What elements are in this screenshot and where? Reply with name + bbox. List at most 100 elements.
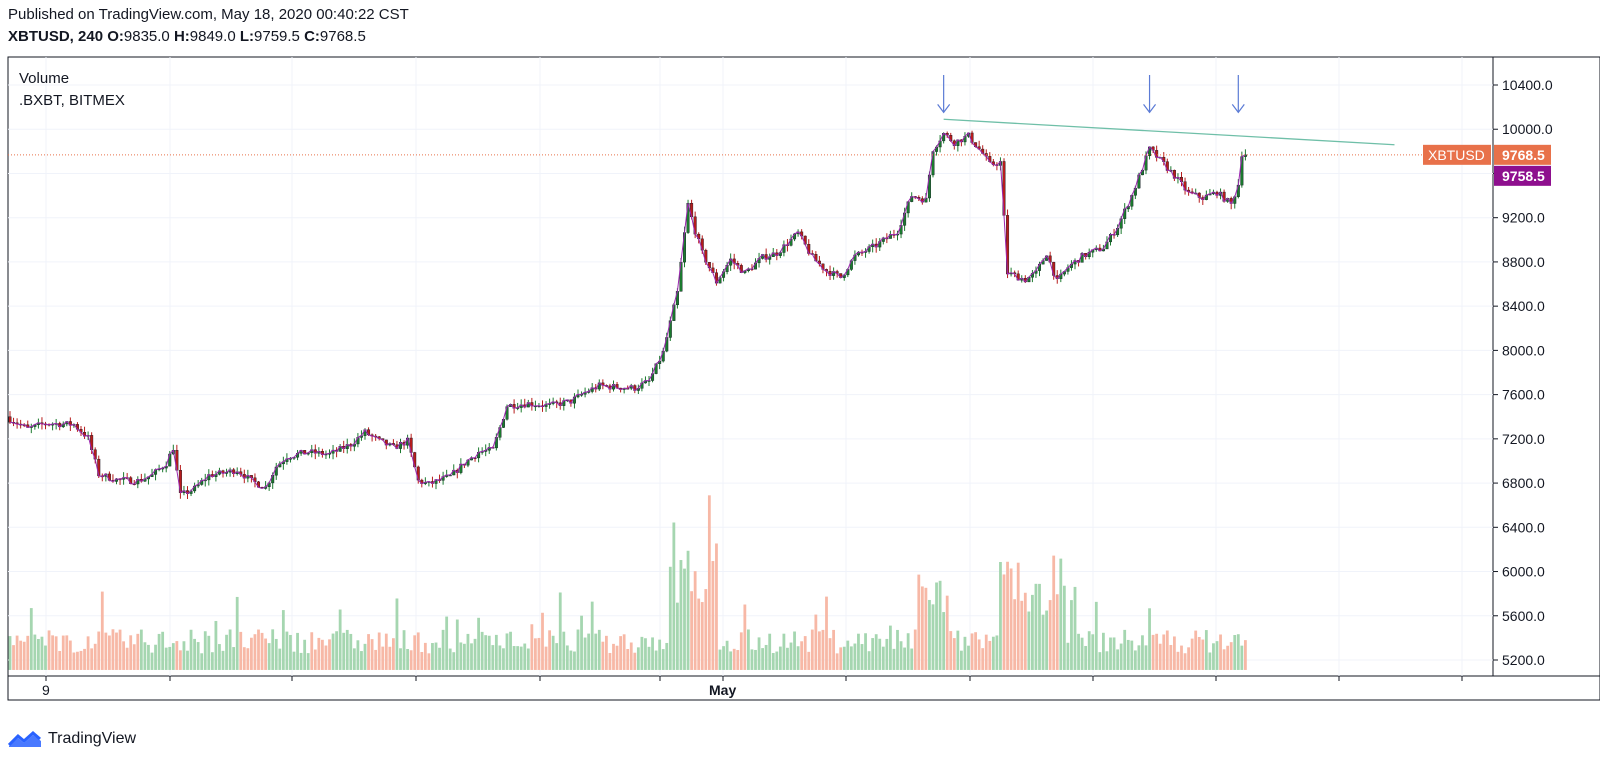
volume-bar <box>1190 638 1194 670</box>
volume-bar <box>913 629 917 670</box>
volume-bar <box>1240 645 1244 670</box>
volume-bar <box>537 637 541 670</box>
volume-bar <box>367 634 370 670</box>
volume-bar <box>37 638 40 670</box>
chart-frame <box>7 56 1600 701</box>
volume-bar <box>633 652 637 670</box>
volume-bar <box>246 648 250 670</box>
volume-bars <box>8 495 1247 670</box>
volume-bar <box>278 648 282 670</box>
published-info: Published on TradingView.com, May 18, 20… <box>8 6 409 23</box>
volume-bar <box>871 638 875 670</box>
volume-bar <box>1105 651 1109 670</box>
volume-bar <box>1148 608 1151 670</box>
arrow-down-icon <box>1143 104 1157 114</box>
volume-bar <box>786 647 789 670</box>
volume-bar <box>26 635 30 670</box>
volume-bar <box>775 651 779 670</box>
volume-bar <box>239 631 243 670</box>
volume-bar <box>214 620 218 670</box>
volume-bar <box>725 640 729 670</box>
volume-bar <box>825 596 828 670</box>
volume-bar <box>157 633 161 670</box>
volume-bar <box>988 640 992 670</box>
grid <box>8 57 1493 676</box>
volume-bar <box>423 642 427 670</box>
volume-bar <box>267 643 271 670</box>
volume-bar <box>377 632 381 670</box>
volume-bar <box>580 615 583 670</box>
volume-bar <box>72 652 76 670</box>
volume-bar <box>757 637 761 670</box>
volume-bar <box>917 574 921 670</box>
legend-index: .BXBT, BITMEX <box>19 92 125 109</box>
volume-bar <box>210 652 214 670</box>
volume-bar <box>793 631 796 670</box>
volume-bar <box>86 636 90 670</box>
annotations <box>8 75 1493 156</box>
price-axis[interactable]: 10400.010000.09600.09200.08800.08400.080… <box>1423 77 1553 668</box>
volume-bar <box>179 650 182 670</box>
volume-bar <box>661 649 665 670</box>
volume-bar <box>516 646 520 670</box>
volume-bar <box>693 571 697 670</box>
volume-bar <box>232 647 236 670</box>
volume-bar <box>615 645 619 670</box>
volume-bar <box>349 633 353 670</box>
volume-bar <box>885 638 889 670</box>
price-chart[interactable]: 10400.010000.09600.09200.08800.08400.080… <box>0 0 1600 715</box>
volume-bar <box>505 633 509 670</box>
volume-bar <box>683 568 686 670</box>
time-axis[interactable]: 9 May <box>42 676 1463 698</box>
volume-bar <box>722 646 725 670</box>
volume-bar <box>335 631 338 670</box>
volume-bar <box>541 612 544 670</box>
volume-bar <box>235 596 239 670</box>
volume-bar <box>935 582 938 670</box>
volume-bar <box>1212 643 1215 670</box>
volume-bar <box>736 650 740 670</box>
volume-bar <box>289 634 292 670</box>
volume-bar <box>136 633 140 670</box>
price-tick-label: 9200.0 <box>1502 210 1545 226</box>
volume-bar <box>1133 650 1137 670</box>
volume-bar <box>881 646 885 670</box>
volume-bar <box>967 645 970 670</box>
volume-bar <box>896 629 899 670</box>
volume-bar <box>8 636 12 670</box>
volume-bar <box>441 629 445 670</box>
volume-bar <box>1208 652 1212 670</box>
volume-bar <box>193 638 196 670</box>
volume-bar <box>68 640 72 670</box>
volume-bar <box>416 632 420 670</box>
volume-bar <box>857 633 860 670</box>
volume-bar <box>551 635 555 670</box>
volume-bar <box>640 636 644 670</box>
volume-bar <box>803 636 807 670</box>
volume-bar <box>839 647 843 670</box>
volume-bar <box>573 651 576 670</box>
tradingview-logo[interactable]: TradingView <box>8 730 136 748</box>
volume-bar <box>225 634 228 670</box>
volume-bar <box>22 641 26 670</box>
volume-bar <box>338 609 342 670</box>
symbol-badge <box>1423 144 1491 165</box>
volume-bar <box>296 632 299 670</box>
volume-bar <box>874 634 878 670</box>
volume-bar <box>1009 568 1013 670</box>
volume-bar <box>601 641 605 670</box>
volume-bar <box>1094 601 1098 670</box>
volume-bar <box>122 641 125 670</box>
volume-bar <box>668 566 672 670</box>
volume-bar <box>51 635 54 670</box>
volume-bar <box>402 630 406 670</box>
volume-bar <box>399 648 402 670</box>
volume-bar <box>864 633 867 670</box>
volume-bar <box>1027 611 1031 670</box>
volume-bar <box>1141 635 1144 670</box>
volume-bar <box>729 651 733 670</box>
volume-bar <box>594 633 598 670</box>
volume-bar <box>828 638 832 670</box>
volume-bar <box>1006 561 1009 670</box>
volume-bar <box>12 645 15 670</box>
